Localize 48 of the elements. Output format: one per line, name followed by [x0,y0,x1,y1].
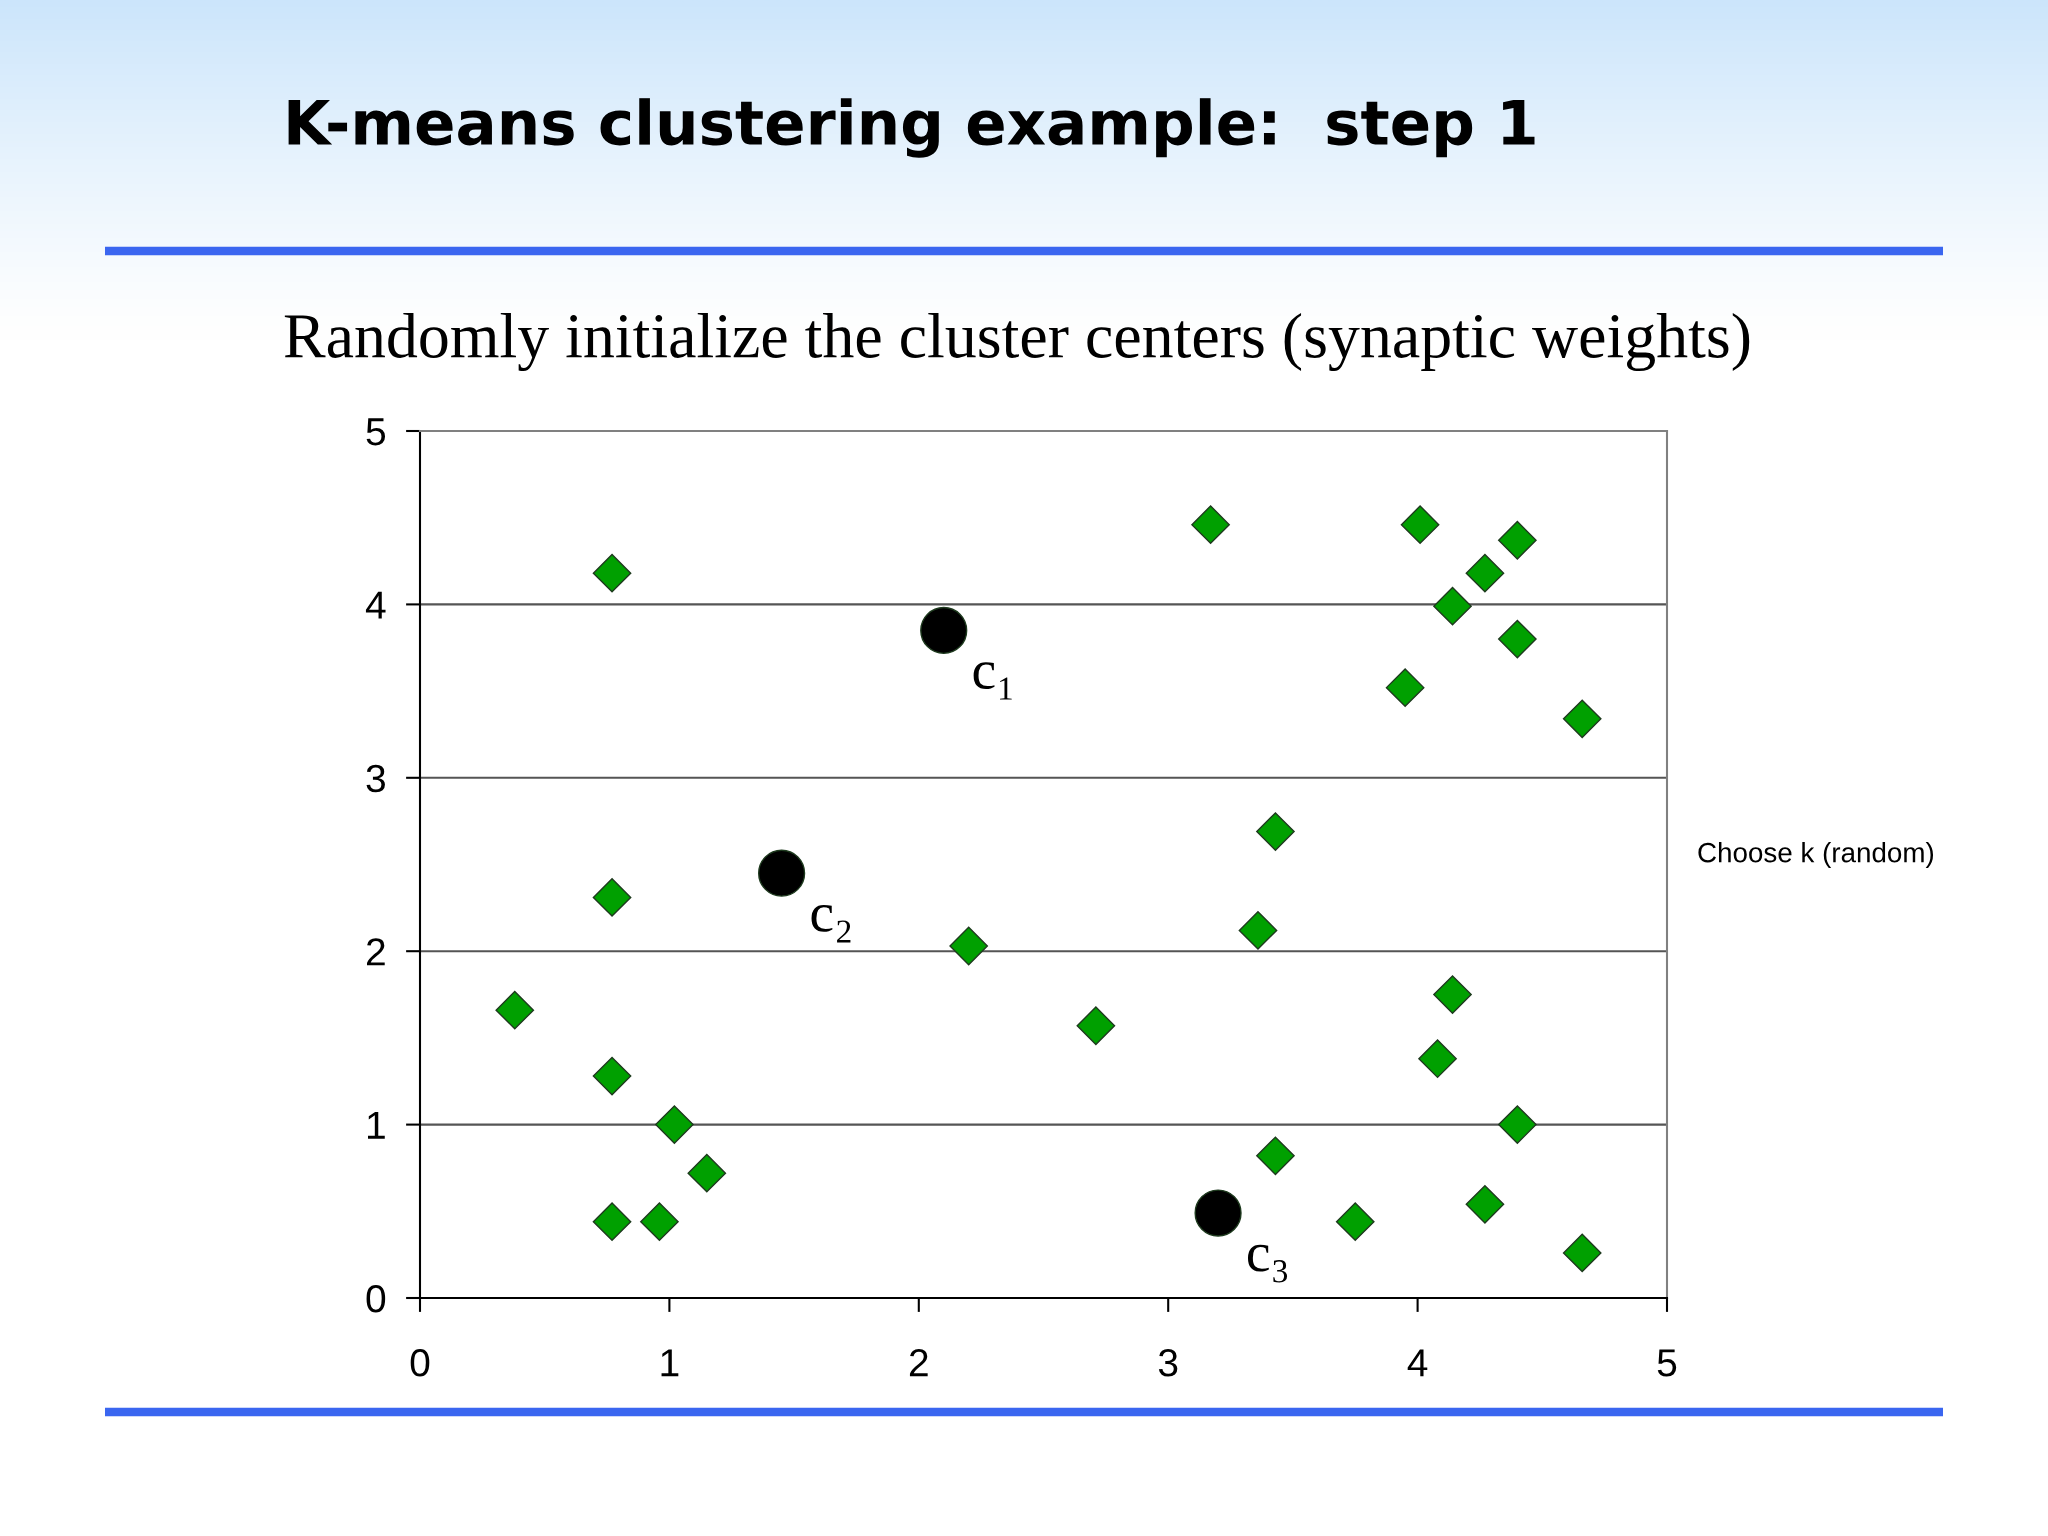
point [592,1202,632,1242]
y-tick-label: 3 [366,764,385,793]
y-tick-label: 5 [366,418,386,446]
x-tick-label: 0 [410,1349,430,1377]
point [655,1105,694,1144]
point [1191,505,1230,544]
point [949,926,989,966]
x-tick-label: 1 [661,1349,679,1377]
point [1498,619,1537,659]
point [1194,1189,1242,1237]
annotation: c₁ [973,662,1012,700]
point [758,849,806,897]
point [1256,812,1295,851]
point [1076,1006,1116,1046]
x-tick-label: 4 [1407,1349,1428,1377]
x-tick-label: 2 [909,1349,928,1377]
text: Choose k (random) [1698,842,1934,868]
point [495,990,535,1030]
point [1498,520,1537,560]
annotation: c₂ [811,904,851,943]
y-tick-label: 1 [368,1111,385,1139]
point [1433,975,1472,1014]
point [1498,1105,1537,1144]
point [1465,553,1505,593]
point [640,1202,679,1242]
point [687,1153,727,1193]
y-tick-label: 2 [367,938,385,966]
point [920,606,968,655]
point [1562,699,1602,739]
x-tick-label: 5 [1657,1349,1677,1377]
point [1335,1202,1375,1242]
point [592,1056,632,1096]
chart-subtitle: Randomly initialize the cluster centers (synaptic weights) [284,312,1750,372]
point [592,878,632,917]
point [1385,668,1425,707]
point [1433,586,1472,626]
annotation: c₃ [1247,1244,1288,1283]
y-tick-label: 4 [365,591,386,619]
x-tick-label: 3 [1158,1349,1178,1377]
y-tick-label: 0 [366,1284,386,1313]
chart-title: K-means clustering example: step 1 [288,98,1535,158]
point [1238,911,1278,950]
point [1256,1136,1295,1176]
point [592,553,632,593]
point [1465,1185,1505,1224]
point [1418,1039,1457,1079]
point [1562,1233,1602,1273]
point [1400,505,1440,544]
